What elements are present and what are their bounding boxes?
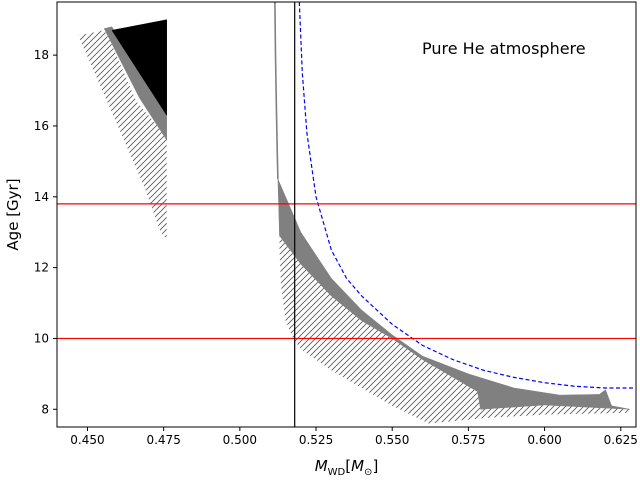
x-tick-label: 0.625 [604,433,638,447]
region-hatched-right [279,235,630,424]
region-gray-right [277,179,630,410]
annotation-text: Pure He atmosphere [422,39,586,58]
x-tick-label: 0.575 [451,433,485,447]
x-axis-label-main: M [315,457,328,475]
x-axis-label: MWD[M⊙] [315,457,379,478]
y-tick-label: 12 [34,261,49,275]
axes-frame [56,1,637,428]
x-axis-label-unit-sub: ⊙ [364,467,372,478]
x-axis-label-unit: M [351,457,364,475]
x-tick-label: 0.600 [527,433,561,447]
x-axis: 0.450 0.475 0.500 0.525 0.550 0.575 0.600 0.625 [70,427,638,447]
x-tick-label: 0.500 [223,433,257,447]
x-axis-label-sub: WD [328,467,346,478]
y-tick-label: 16 [34,119,49,133]
y-tick-label: 14 [34,190,49,204]
region-gray-left [103,26,167,141]
y-tick-label: 8 [41,402,49,416]
region-black-left [111,19,167,117]
y-tick-label: 10 [34,331,49,345]
y-axis: 8 10 12 14 16 18 [34,48,57,416]
x-tick-label: 0.475 [146,433,180,447]
series-gray-vertical-curve [274,2,279,180]
region-hatched-left [78,30,167,240]
x-axis-label-bracket-close: ] [372,457,378,475]
x-tick-label: 0.450 [70,433,104,447]
y-tick-label: 18 [34,48,49,62]
y-axis-label: Age [Gyr] [4,178,22,250]
x-tick-label: 0.525 [299,433,333,447]
x-axis-label-bracket-open: [ [345,457,351,475]
series-blue-dashed-curve [298,2,636,389]
plot-area [57,2,636,427]
x-tick-label: 0.550 [375,433,409,447]
